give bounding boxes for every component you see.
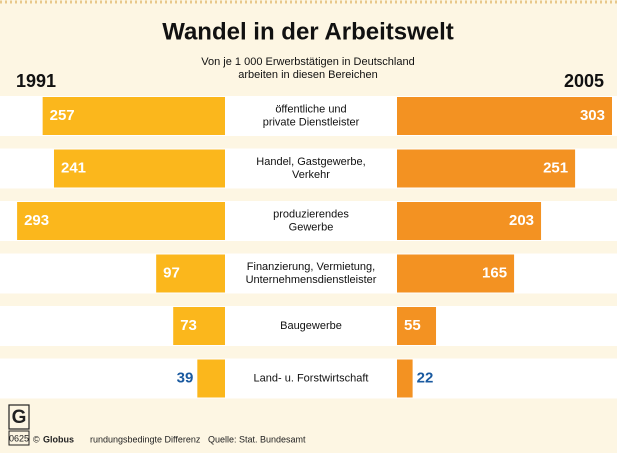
category-line: Gewerbe — [289, 221, 334, 233]
category-line: private Dienstleister — [263, 116, 360, 128]
category-line: Baugewerbe — [280, 320, 342, 332]
category-line: produzierendes — [273, 208, 349, 220]
value-label: 241 — [61, 159, 86, 176]
value-label: 251 — [543, 159, 568, 176]
bar — [397, 307, 437, 345]
value-label: 257 — [50, 107, 75, 124]
category-label: Handel, Gastgewerbe, Verkehr — [256, 156, 365, 181]
category-label: produzierendes Gewerbe — [273, 208, 349, 233]
legend-label: 1991 — [16, 71, 56, 91]
category-line: Finanzierung, Vermietung, — [247, 261, 375, 273]
subtitle: arbeiten in diesen Bereichen — [238, 69, 377, 81]
value-label: 22 — [417, 369, 434, 386]
publisher: Globus — [43, 434, 74, 444]
category-line: Handel, Gastgewerbe, — [256, 156, 365, 168]
bar — [397, 149, 576, 188]
bar — [397, 359, 413, 398]
legend-label: 2005 — [564, 71, 604, 91]
bar — [53, 149, 225, 188]
category-line: Land- u. Forstwirtschaft — [254, 372, 369, 384]
copyright: © — [33, 434, 40, 444]
row-band — [0, 253, 617, 294]
bar — [156, 254, 225, 293]
chart-title: Wandel in der Arbeitswelt — [162, 18, 454, 45]
value-label: 73 — [180, 317, 197, 334]
category-label: Finanzierung, Vermietung, Unternehmensdie… — [246, 261, 377, 286]
value-label: 55 — [404, 317, 421, 334]
category-label: Land- u. Forstwirtschaft — [254, 372, 369, 384]
value-label: 203 — [509, 212, 534, 229]
category-line: öffentliche und — [275, 103, 346, 115]
value-label: 165 — [482, 264, 507, 281]
bar — [42, 97, 226, 135]
logo-box — [8, 404, 30, 430]
code-box — [8, 430, 30, 446]
code: 0625 — [9, 433, 29, 443]
category-label: öffentliche und private Dienstleister — [263, 103, 360, 128]
bar — [397, 202, 542, 240]
bar — [397, 254, 515, 293]
source: Quelle: Stat. Bundesamt — [208, 434, 306, 444]
value-label: 293 — [24, 212, 49, 229]
footer: G 0625 © Globus rundungsbedingte Differe… — [8, 404, 306, 446]
row-band — [0, 306, 617, 346]
row-band — [0, 358, 617, 399]
logo: G — [12, 407, 27, 428]
bar — [173, 307, 225, 345]
value-label: 303 — [580, 107, 605, 124]
value-label: 39 — [177, 369, 194, 386]
bar — [197, 359, 225, 398]
category-line: Unternehmensdienstleister — [246, 274, 377, 286]
subtitle: Von je 1 000 Erwerbstätigen in Deutschla… — [201, 56, 414, 68]
category-label: Baugewerbe — [280, 320, 342, 332]
note: rundungsbedingte Differenz — [90, 434, 201, 444]
value-label: 97 — [163, 264, 180, 281]
bar — [17, 202, 226, 240]
bar — [397, 97, 612, 135]
category-line: Verkehr — [292, 169, 330, 181]
